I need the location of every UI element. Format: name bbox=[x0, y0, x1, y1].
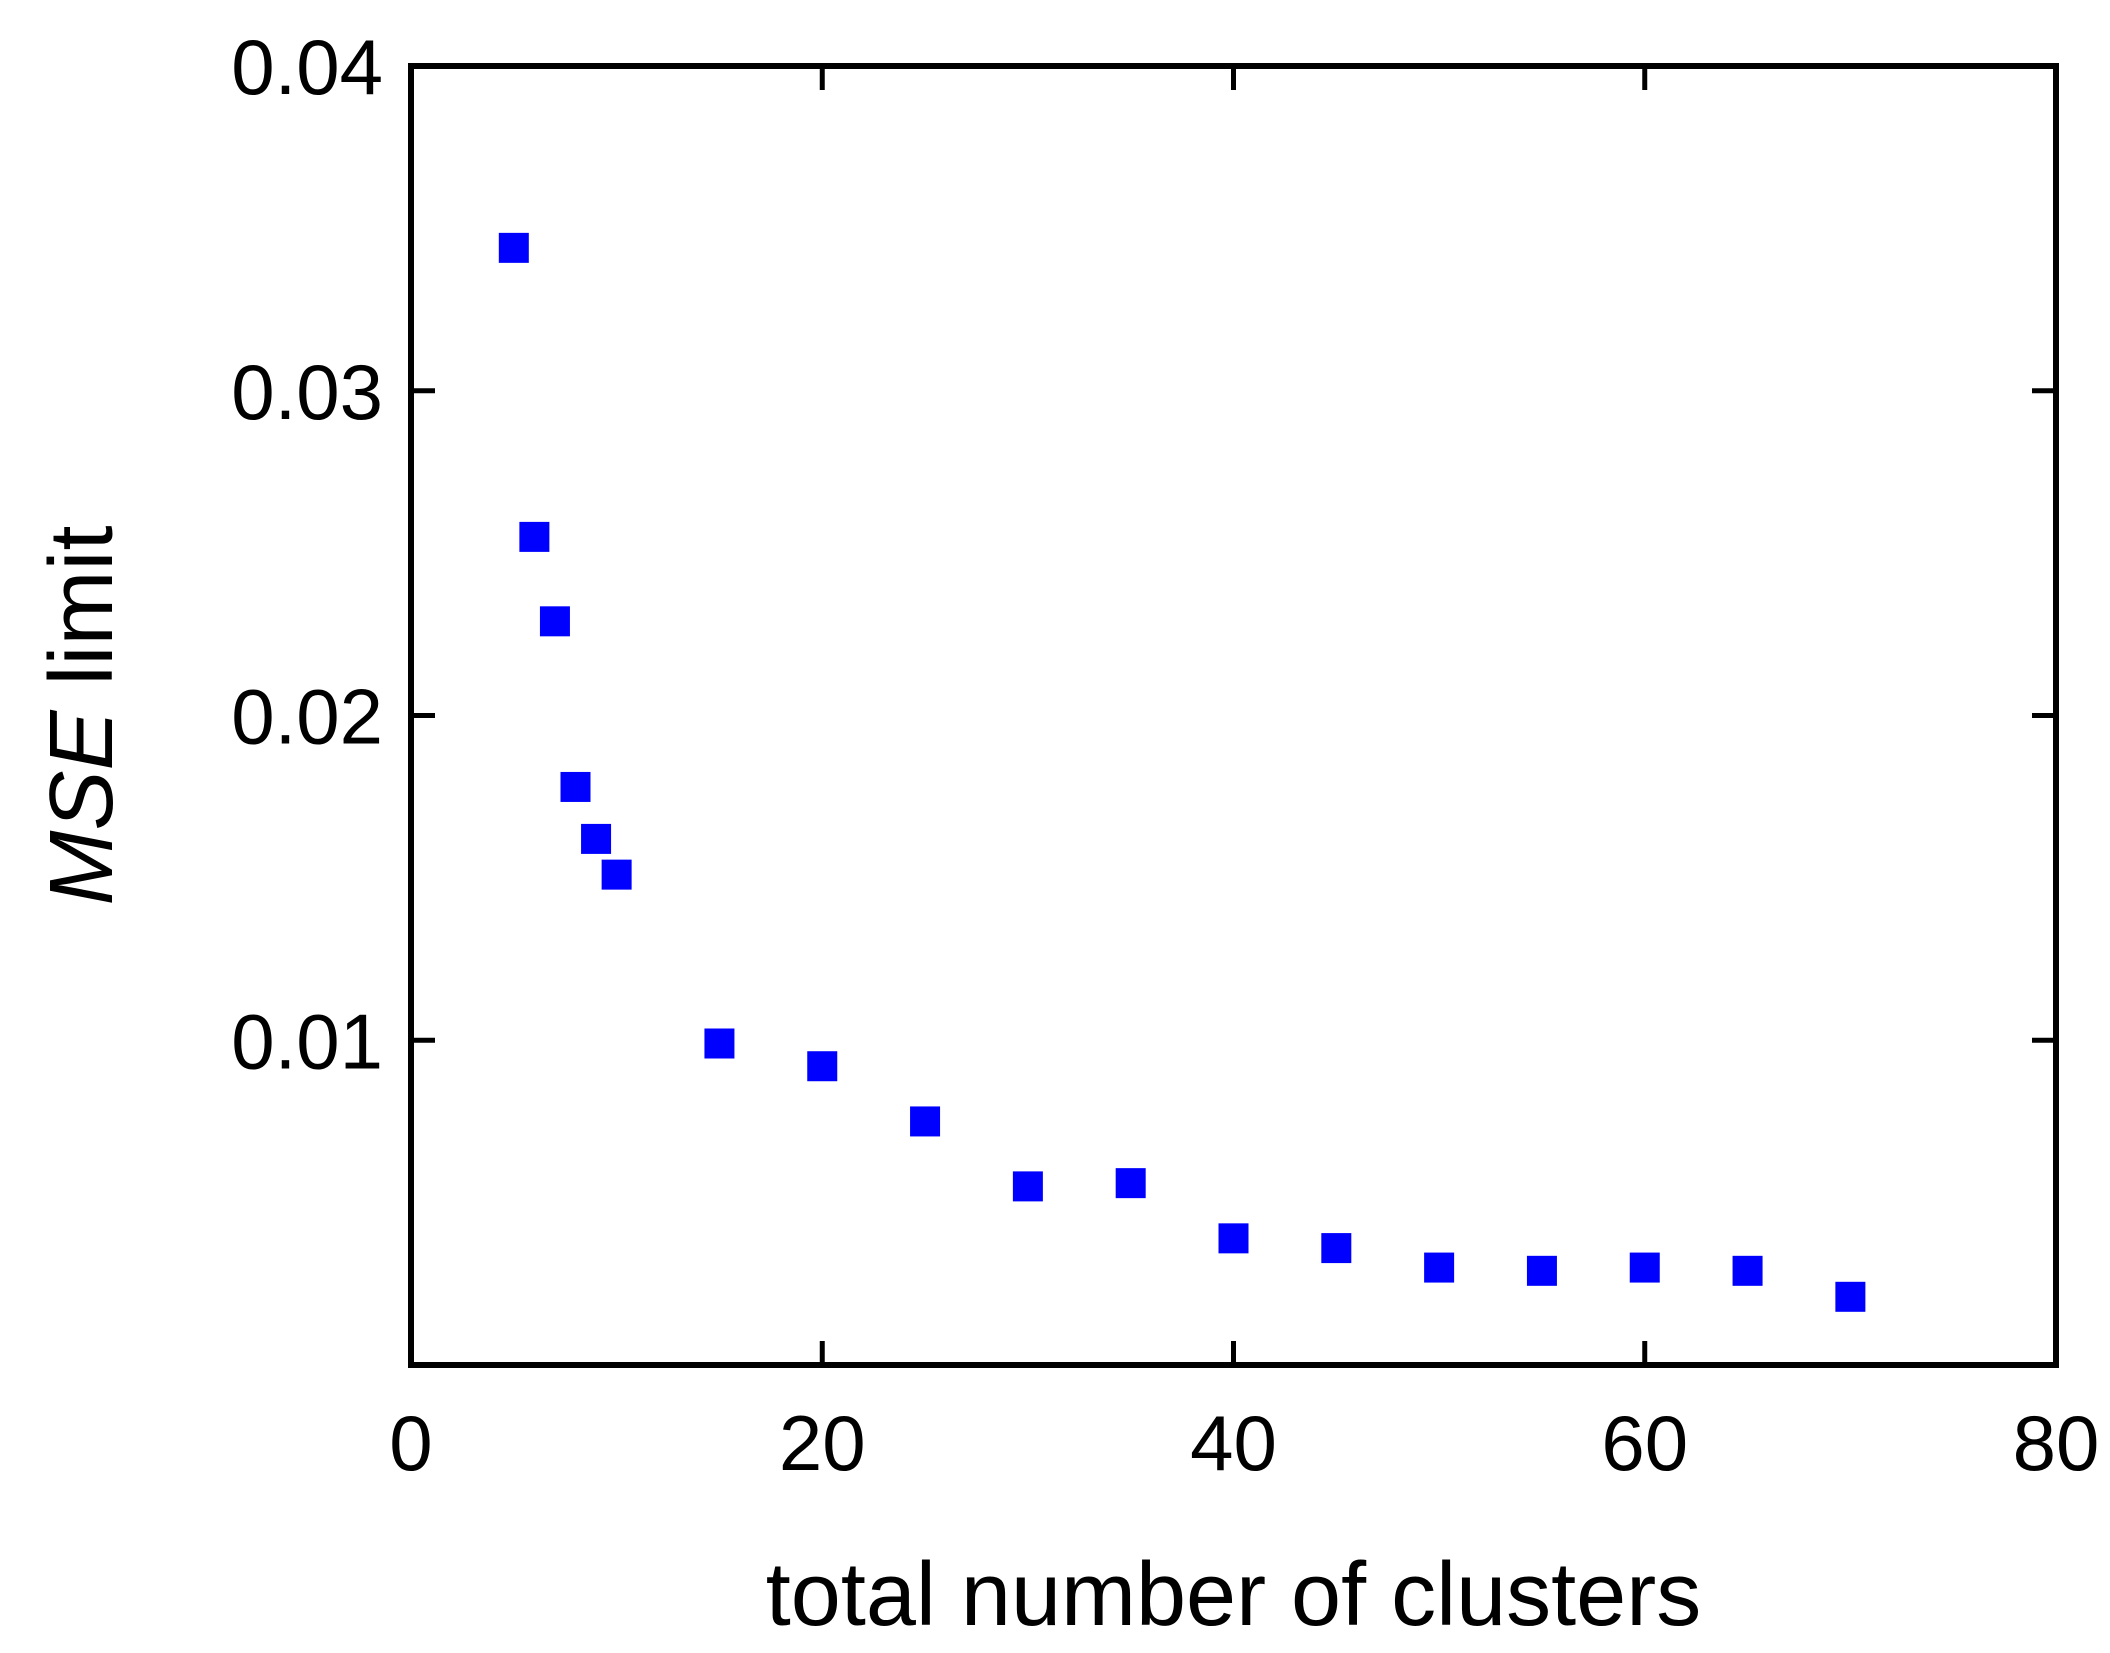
data-point bbox=[1629, 1252, 1660, 1283]
y-tick-label: 0.01 bbox=[231, 997, 383, 1085]
x-tick-label: 20 bbox=[779, 1399, 866, 1487]
y-axis-title-italic: MSE bbox=[32, 710, 132, 906]
y-axis-title-rest: limit bbox=[32, 526, 132, 711]
data-point bbox=[560, 771, 591, 802]
x-tick-label: 60 bbox=[1601, 1399, 1688, 1487]
axis-ticks bbox=[411, 66, 2056, 1365]
y-axis-title: MSE limit bbox=[32, 526, 132, 906]
data-point bbox=[1012, 1171, 1043, 1202]
y-tick-label: 0.04 bbox=[231, 23, 383, 111]
data-point bbox=[1218, 1223, 1249, 1254]
y-tick-label: 0.02 bbox=[231, 673, 383, 761]
x-tick-label: 40 bbox=[1190, 1399, 1277, 1487]
x-axis-title: total number of clusters bbox=[766, 1545, 1701, 1645]
x-tick-label: 0 bbox=[389, 1399, 432, 1487]
data-point bbox=[1115, 1168, 1146, 1199]
data-points bbox=[498, 232, 1866, 1312]
data-point bbox=[1526, 1255, 1557, 1286]
data-point bbox=[910, 1106, 941, 1137]
data-point bbox=[807, 1051, 838, 1082]
x-tick-label: 80 bbox=[2013, 1399, 2100, 1487]
data-point bbox=[1424, 1252, 1455, 1283]
data-point bbox=[1732, 1255, 1763, 1286]
data-point bbox=[581, 823, 612, 854]
data-point bbox=[601, 859, 632, 890]
tick-labels: 0 20 40 60 80 0.01 0.02 0.03 0.04 bbox=[231, 23, 2099, 1487]
data-point bbox=[1321, 1233, 1352, 1264]
data-point bbox=[498, 232, 529, 263]
data-point bbox=[1835, 1281, 1866, 1312]
y-tick-label: 0.03 bbox=[231, 348, 383, 436]
data-point bbox=[704, 1028, 735, 1059]
data-point bbox=[539, 606, 570, 637]
plot-frame bbox=[408, 63, 2059, 1368]
data-point bbox=[519, 521, 550, 552]
